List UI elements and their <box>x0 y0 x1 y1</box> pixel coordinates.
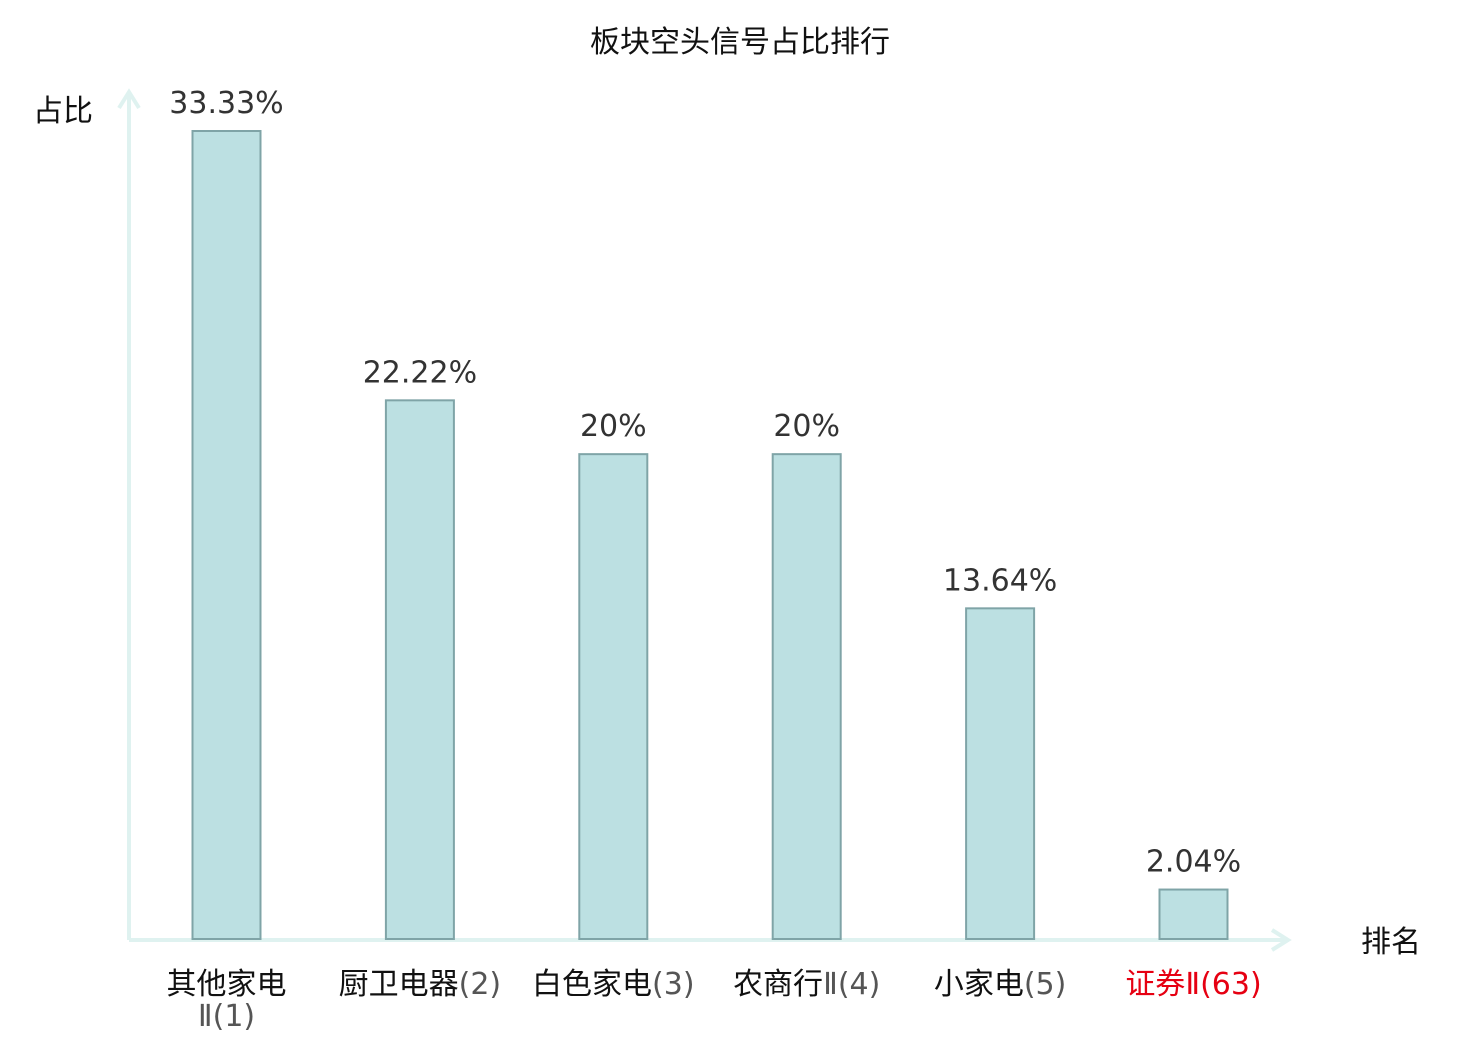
y-axis-arrow <box>117 88 141 110</box>
tick-label-highlighted: 证券Ⅱ(63) <box>1125 967 1261 1002</box>
bars <box>191 130 1229 941</box>
x-axis-label: 排名 <box>1361 925 1421 960</box>
data-label: 22.22% <box>363 355 477 390</box>
data-label: 2.04% <box>1146 845 1241 880</box>
data-label: 33.33% <box>169 86 283 121</box>
bar <box>771 453 842 940</box>
tick-label: 其他家电 <box>167 967 287 1002</box>
bar <box>384 399 455 941</box>
x-axis-arrow <box>1270 928 1292 952</box>
bar <box>191 130 262 940</box>
y-axis-label: 占比 <box>33 94 93 129</box>
tick-label: 农商行Ⅱ(4) <box>733 967 880 1002</box>
tick-label: 厨卫电器(2) <box>339 967 502 1002</box>
bar <box>1158 888 1229 941</box>
value-labels: 33.33% 22.22% 20% 20% 13.64% 2.04% <box>169 86 1241 880</box>
bar <box>965 607 1036 940</box>
chart-title: 板块空头信号占比排行 <box>590 25 890 60</box>
data-label: 20% <box>773 409 840 444</box>
tick-label: 小家电(5) <box>934 967 1067 1002</box>
data-label: 13.64% <box>943 563 1057 598</box>
tick-label-continued: Ⅱ(1) <box>198 999 255 1034</box>
data-label: 20% <box>580 409 647 444</box>
tick-label: 白色家电(3) <box>532 967 695 1002</box>
bar <box>578 453 649 940</box>
